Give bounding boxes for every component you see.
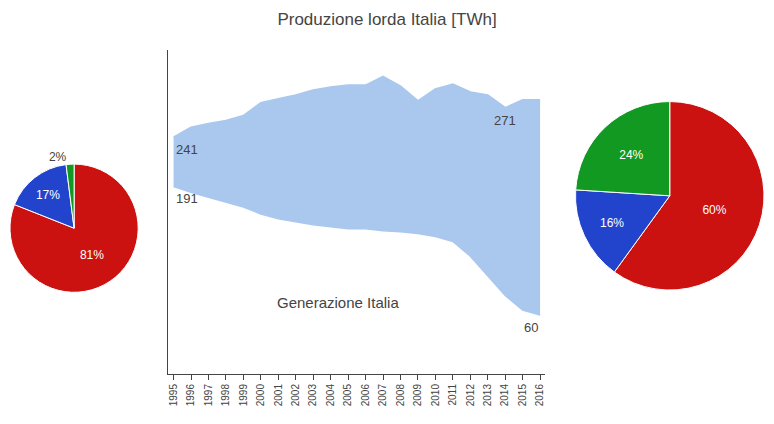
svg-text:2015: 2015 — [517, 384, 528, 407]
svg-text:2009: 2009 — [412, 384, 423, 407]
svg-text:271: 271 — [494, 113, 516, 128]
svg-text:1999: 1999 — [238, 384, 249, 407]
svg-text:2008: 2008 — [395, 384, 406, 407]
svg-text:2004: 2004 — [325, 384, 336, 407]
svg-text:2003: 2003 — [307, 384, 318, 407]
svg-text:1997: 1997 — [203, 384, 214, 407]
svg-text:16%: 16% — [600, 216, 624, 230]
svg-text:2006: 2006 — [360, 384, 371, 407]
svg-text:2016: 2016 — [534, 384, 545, 407]
svg-text:2001: 2001 — [273, 384, 284, 407]
svg-text:60: 60 — [524, 320, 538, 335]
svg-text:24%: 24% — [619, 148, 643, 162]
svg-text:2007: 2007 — [377, 384, 388, 407]
svg-text:2010: 2010 — [430, 384, 441, 407]
svg-text:2%: 2% — [49, 150, 67, 164]
svg-text:Produzione lorda Italia [TWh]: Produzione lorda Italia [TWh] — [277, 10, 496, 29]
svg-text:17%: 17% — [36, 188, 60, 202]
svg-text:Generazione Italia: Generazione Italia — [277, 294, 399, 311]
svg-text:2000: 2000 — [255, 384, 266, 407]
svg-text:2011: 2011 — [447, 384, 458, 406]
svg-text:2014: 2014 — [499, 384, 510, 407]
svg-text:60%: 60% — [702, 203, 726, 217]
svg-text:2002: 2002 — [290, 384, 301, 407]
svg-text:1995: 1995 — [168, 384, 179, 407]
svg-text:2005: 2005 — [342, 384, 353, 407]
svg-text:191: 191 — [176, 191, 198, 206]
svg-text:1996: 1996 — [185, 384, 196, 407]
svg-text:2012: 2012 — [465, 384, 476, 407]
svg-text:2013: 2013 — [482, 384, 493, 407]
svg-text:241: 241 — [176, 142, 198, 157]
svg-text:81%: 81% — [80, 248, 104, 262]
svg-text:1998: 1998 — [220, 384, 231, 407]
